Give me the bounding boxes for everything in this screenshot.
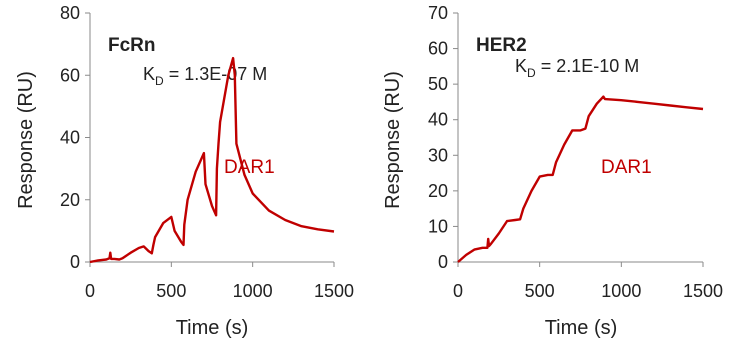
x-tick-label: 500 — [525, 281, 555, 301]
y-tick-label: 50 — [428, 74, 448, 94]
chart-her2: HER2 KD = 2.1E-10 M DAR1 Time (s) Respon… — [382, 3, 723, 339]
series-line — [89, 56, 335, 264]
series-line — [457, 95, 704, 263]
kd-annotation: KD = 1.3E-07 M — [143, 64, 267, 88]
y-tick-label: 20 — [428, 181, 448, 201]
series-label: DAR1 — [224, 157, 275, 178]
y-tick-label: 60 — [428, 39, 448, 59]
y-tick-label: 70 — [428, 3, 448, 23]
y-tick-label: 40 — [60, 128, 80, 148]
y-axis-label: Response (RU) — [15, 71, 37, 209]
x-tick-label: 1000 — [601, 281, 641, 301]
x-tick-label: 0 — [453, 281, 463, 301]
y-tick-label: 30 — [428, 145, 448, 165]
y-tick-label: 80 — [60, 3, 80, 23]
series-label: DAR1 — [601, 157, 652, 178]
y-tick-label: 60 — [60, 65, 80, 85]
chart-title: FcRn — [108, 35, 156, 56]
chart-fcrn: FcRn KD = 1.3E-07 M DAR1 Time (s) Respon… — [15, 3, 354, 339]
x-tick-label: 0 — [85, 281, 95, 301]
x-tick-label: 1500 — [683, 281, 723, 301]
y-tick-label: 0 — [438, 252, 448, 272]
y-tick-label: 20 — [60, 190, 80, 210]
y-tick-label: 0 — [70, 252, 80, 272]
y-axis-label: Response (RU) — [382, 71, 404, 209]
x-tick-label: 500 — [156, 281, 186, 301]
chart-title: HER2 — [476, 35, 527, 56]
kd-annotation: KD = 2.1E-10 M — [515, 56, 639, 80]
y-tick-label: 40 — [428, 110, 448, 130]
y-tick-label: 10 — [428, 216, 448, 236]
x-tick-label: 1500 — [314, 281, 354, 301]
x-tick-label: 1000 — [233, 281, 273, 301]
x-axis-label: Time (s) — [176, 317, 249, 339]
x-axis-label: Time (s) — [545, 317, 618, 339]
